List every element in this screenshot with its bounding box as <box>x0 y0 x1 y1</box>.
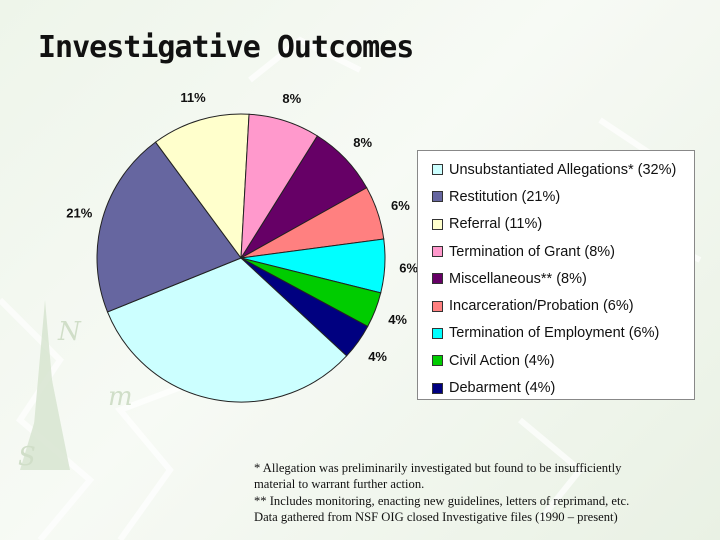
svg-text:m: m <box>108 382 133 412</box>
legend-item: Termination of Grant (8%) <box>432 238 694 265</box>
data-label: 4% <box>388 312 407 327</box>
legend-item: Restitution (21%) <box>432 183 694 210</box>
legend-item: Incarceration/Probation (6%) <box>432 292 694 319</box>
legend-item: Miscellaneous** (8%) <box>432 265 694 292</box>
legend-item: Civil Action (4%) <box>432 347 694 374</box>
data-label: 6% <box>399 260 418 275</box>
data-label: 4% <box>368 349 387 364</box>
data-label: 6% <box>391 198 410 213</box>
data-label: 21% <box>66 205 92 220</box>
footnote-line: Data gathered from NSF OIG closed Invest… <box>254 510 618 525</box>
footnote-line: ** Includes monitoring, enacting new gui… <box>254 493 630 508</box>
pie-slice <box>96 141 242 313</box>
legend-swatch <box>432 382 443 394</box>
svg-text:S: S <box>18 442 36 472</box>
pie-slice <box>154 113 250 260</box>
legend-swatch <box>432 191 443 203</box>
pie-slice <box>240 113 318 259</box>
pie-slice <box>106 257 348 403</box>
legend-swatch <box>432 327 443 339</box>
legend-item: Termination of Employment (6%) <box>432 320 694 347</box>
legend-swatch <box>432 355 443 367</box>
legend-swatch <box>432 273 443 285</box>
legend-item: Unsubstantiated Allegations* (32%) <box>432 156 694 183</box>
data-label: 8% <box>353 135 372 150</box>
legend-item: Referral (11%) <box>432 211 694 238</box>
legend-item: Debarment (4%) <box>432 374 694 401</box>
data-label: 8% <box>282 91 301 106</box>
legend-swatch <box>432 246 443 258</box>
footnote-line: material to warrant further action. <box>254 477 425 492</box>
data-label: 11% <box>180 90 206 105</box>
footnote: * Allegation was preliminarily investiga… <box>254 460 694 526</box>
slide-title: Investigative Outcomes <box>38 30 414 65</box>
legend-swatch <box>432 218 443 230</box>
footnote-line: * Allegation was preliminarily investiga… <box>254 461 622 475</box>
chart-legend: Unsubstantiated Allegations* (32%) Resti… <box>417 150 695 400</box>
svg-text:N: N <box>57 317 82 347</box>
legend-swatch <box>432 300 443 312</box>
legend-swatch <box>432 164 443 176</box>
